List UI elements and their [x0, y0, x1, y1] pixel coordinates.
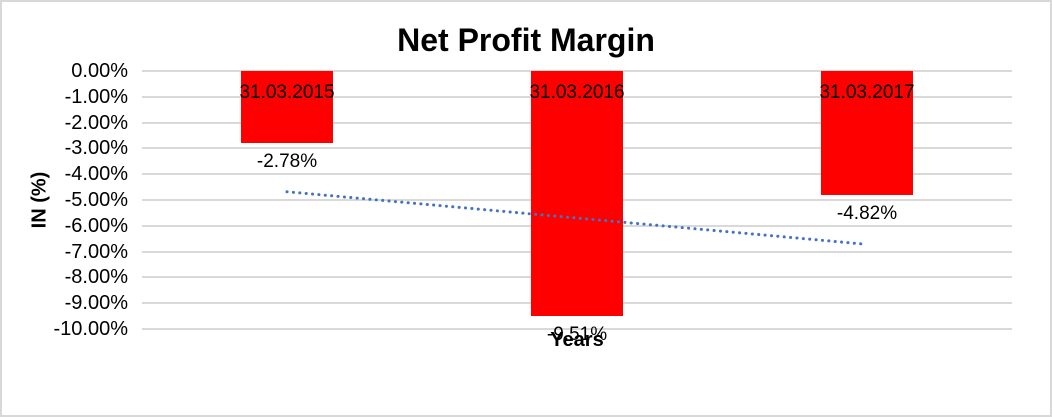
y-axis-title: IN (%): [28, 171, 51, 229]
chart-title: Net Profit Margin: [397, 22, 655, 58]
bar-value-label: -2.78%: [256, 150, 318, 172]
bar: [531, 71, 623, 317]
bar-category-label: 31.03.2016: [529, 82, 625, 103]
bar-category-label: 31.03.2017: [819, 82, 915, 103]
y-tick-label: -10.00%: [53, 318, 129, 340]
y-tick-label: 0.00%: [71, 60, 128, 82]
y-tick-label: -5.00%: [64, 189, 128, 211]
bar-category-label: 31.03.2015: [239, 82, 335, 103]
bar-value-label: -9.51%: [546, 324, 608, 346]
y-tick-label: -8.00%: [64, 266, 128, 289]
bar: [241, 71, 333, 143]
gridline: [142, 328, 1012, 330]
x-axis-title: Years: [550, 329, 604, 351]
y-tick-label: -6.00%: [64, 214, 128, 237]
y-tick-label: -9.00%: [64, 292, 128, 315]
y-tick-label: -2.00%: [64, 111, 128, 134]
bar: [821, 71, 913, 196]
bar-value-label: -4.82%: [836, 203, 898, 225]
y-tick-label: -1.00%: [64, 85, 128, 108]
y-tick-label: -3.00%: [64, 137, 128, 160]
y-tick-label: -7.00%: [64, 240, 128, 263]
y-tick-label: -4.00%: [64, 163, 128, 186]
